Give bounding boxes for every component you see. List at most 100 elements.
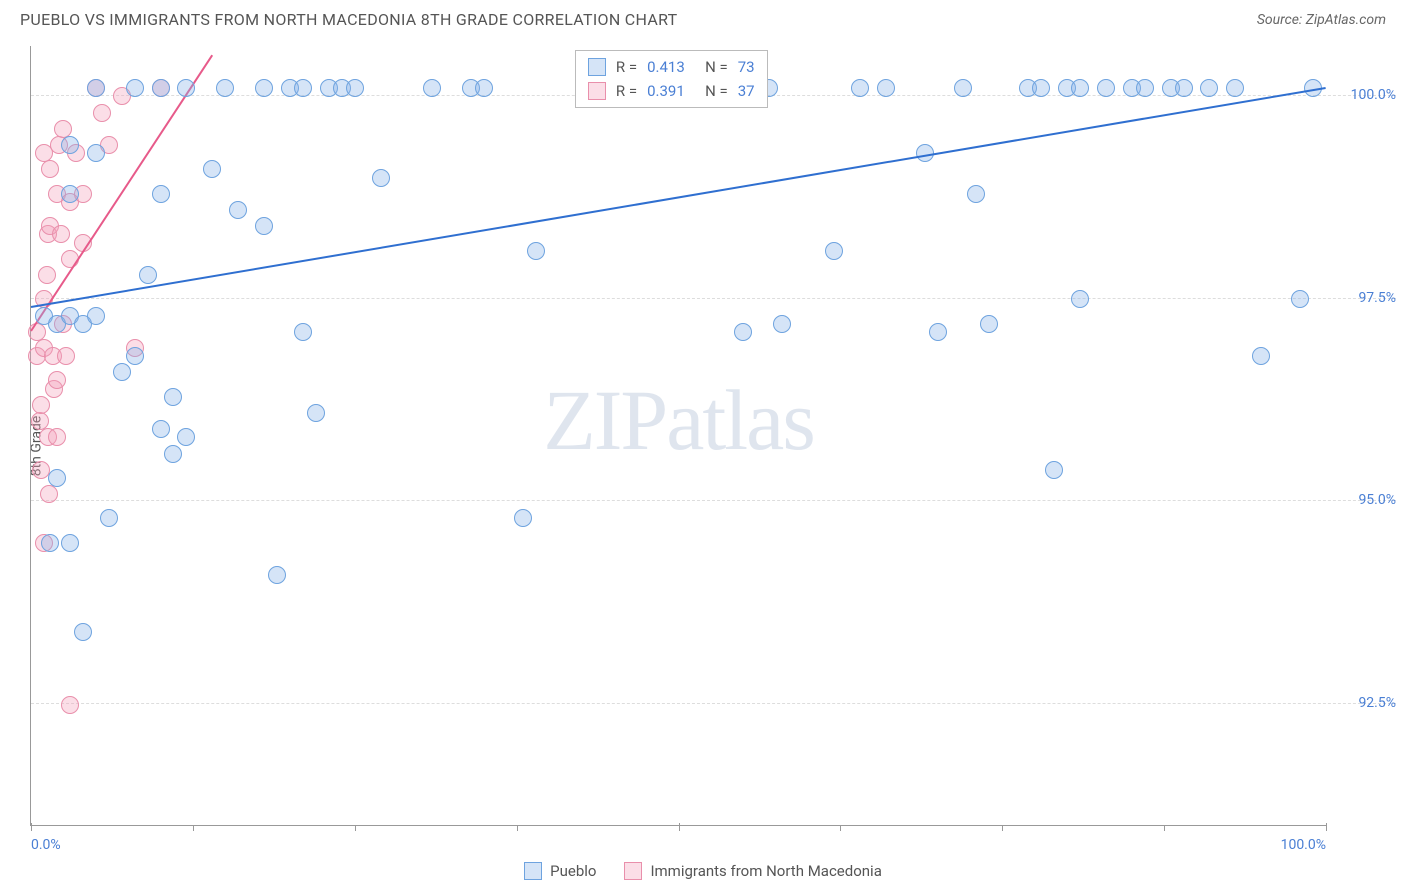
swatch-icon <box>588 58 606 76</box>
source-label: Source: ZipAtlas.com <box>1257 12 1386 28</box>
data-point-pueblo <box>1291 290 1309 308</box>
x-tick-label: 100.0% <box>1281 837 1326 853</box>
data-point-macedonia <box>52 225 70 243</box>
data-point-pueblo <box>954 79 972 97</box>
x-tick <box>193 826 194 831</box>
data-point-pueblo <box>126 347 144 365</box>
stats-row-macedonia: R = 0.391 N = 37 <box>576 79 767 103</box>
n-label: N = <box>705 58 728 76</box>
data-point-pueblo <box>1071 290 1089 308</box>
data-point-pueblo <box>1136 79 1154 97</box>
data-point-pueblo <box>41 534 59 552</box>
data-point-pueblo <box>1032 79 1050 97</box>
x-tick <box>517 826 518 831</box>
data-point-pueblo <box>87 79 105 97</box>
data-point-pueblo <box>177 79 195 97</box>
swatch-icon <box>588 82 606 100</box>
x-tick <box>679 823 680 831</box>
scatter-chart: ZIPatlas 92.5%95.0%97.5%100.0%0.0%100.0%… <box>30 46 1326 826</box>
data-point-pueblo <box>307 404 325 422</box>
data-point-pueblo <box>514 509 532 527</box>
legend-label: Pueblo <box>550 862 596 880</box>
data-point-pueblo <box>61 136 79 154</box>
data-point-pueblo <box>773 315 791 333</box>
data-point-pueblo <box>268 566 286 584</box>
data-point-pueblo <box>967 185 985 203</box>
data-point-pueblo <box>216 79 234 97</box>
data-point-macedonia <box>32 396 50 414</box>
data-point-pueblo <box>152 420 170 438</box>
data-point-macedonia <box>40 485 58 503</box>
data-point-macedonia <box>48 371 66 389</box>
data-point-pueblo <box>61 534 79 552</box>
data-point-pueblo <box>113 363 131 381</box>
x-tick <box>840 826 841 831</box>
data-point-pueblo <box>1200 79 1218 97</box>
chart-title: PUEBLO VS IMMIGRANTS FROM NORTH MACEDONI… <box>20 10 678 29</box>
gridline <box>31 703 1396 704</box>
data-point-pueblo <box>1226 79 1244 97</box>
data-point-pueblo <box>929 323 947 341</box>
data-point-pueblo <box>152 79 170 97</box>
regression-line-pueblo <box>31 87 1326 308</box>
n-label: N = <box>705 82 728 100</box>
data-point-pueblo <box>48 469 66 487</box>
data-point-pueblo <box>164 388 182 406</box>
data-point-pueblo <box>255 79 273 97</box>
x-tick <box>31 823 32 831</box>
x-tick <box>1164 826 1165 831</box>
data-point-macedonia <box>41 160 59 178</box>
data-point-pueblo <box>203 160 221 178</box>
gridline <box>31 298 1396 299</box>
data-point-pueblo <box>74 623 92 641</box>
data-point-pueblo <box>1175 79 1193 97</box>
data-point-pueblo <box>126 79 144 97</box>
data-point-pueblo <box>1097 79 1115 97</box>
x-tick <box>355 826 356 831</box>
data-point-pueblo <box>177 428 195 446</box>
swatch-icon <box>524 862 542 880</box>
data-point-pueblo <box>255 217 273 235</box>
data-point-pueblo <box>851 79 869 97</box>
y-tick-label: 92.5% <box>1336 695 1396 711</box>
data-point-macedonia <box>48 428 66 446</box>
data-point-pueblo <box>139 266 157 284</box>
watermark: ZIPatlas <box>543 370 814 470</box>
data-point-pueblo <box>346 79 364 97</box>
legend-label: Immigrants from North Macedonia <box>650 862 881 880</box>
data-point-pueblo <box>87 307 105 325</box>
data-point-pueblo <box>61 185 79 203</box>
y-tick-label: 95.0% <box>1336 492 1396 508</box>
data-point-pueblo <box>527 242 545 260</box>
data-point-pueblo <box>372 169 390 187</box>
r-label: R = <box>616 82 637 100</box>
r-value: 0.413 <box>647 58 695 76</box>
data-point-pueblo <box>100 509 118 527</box>
data-point-macedonia <box>57 347 75 365</box>
data-point-pueblo <box>1071 79 1089 97</box>
data-point-pueblo <box>152 185 170 203</box>
legend: Pueblo Immigrants from North Macedonia <box>0 862 1406 880</box>
data-point-pueblo <box>87 144 105 162</box>
n-value: 73 <box>738 58 755 76</box>
data-point-pueblo <box>877 79 895 97</box>
x-tick <box>1326 823 1327 831</box>
y-tick-label: 100.0% <box>1336 87 1396 103</box>
data-point-pueblo <box>734 323 752 341</box>
data-point-pueblo <box>229 201 247 219</box>
data-point-pueblo <box>475 79 493 97</box>
data-point-pueblo <box>294 323 312 341</box>
data-point-pueblo <box>1252 347 1270 365</box>
r-label: R = <box>616 58 637 76</box>
data-point-macedonia <box>93 104 111 122</box>
data-point-pueblo <box>980 315 998 333</box>
data-point-pueblo <box>423 79 441 97</box>
n-value: 37 <box>738 82 755 100</box>
stats-box: R = 0.413 N = 73 R = 0.391 N = 37 <box>575 50 768 108</box>
data-point-macedonia <box>38 266 56 284</box>
x-tick <box>1002 826 1003 831</box>
r-value: 0.391 <box>647 82 695 100</box>
legend-item-pueblo: Pueblo <box>524 862 596 880</box>
data-point-pueblo <box>164 445 182 463</box>
gridline <box>31 500 1396 501</box>
